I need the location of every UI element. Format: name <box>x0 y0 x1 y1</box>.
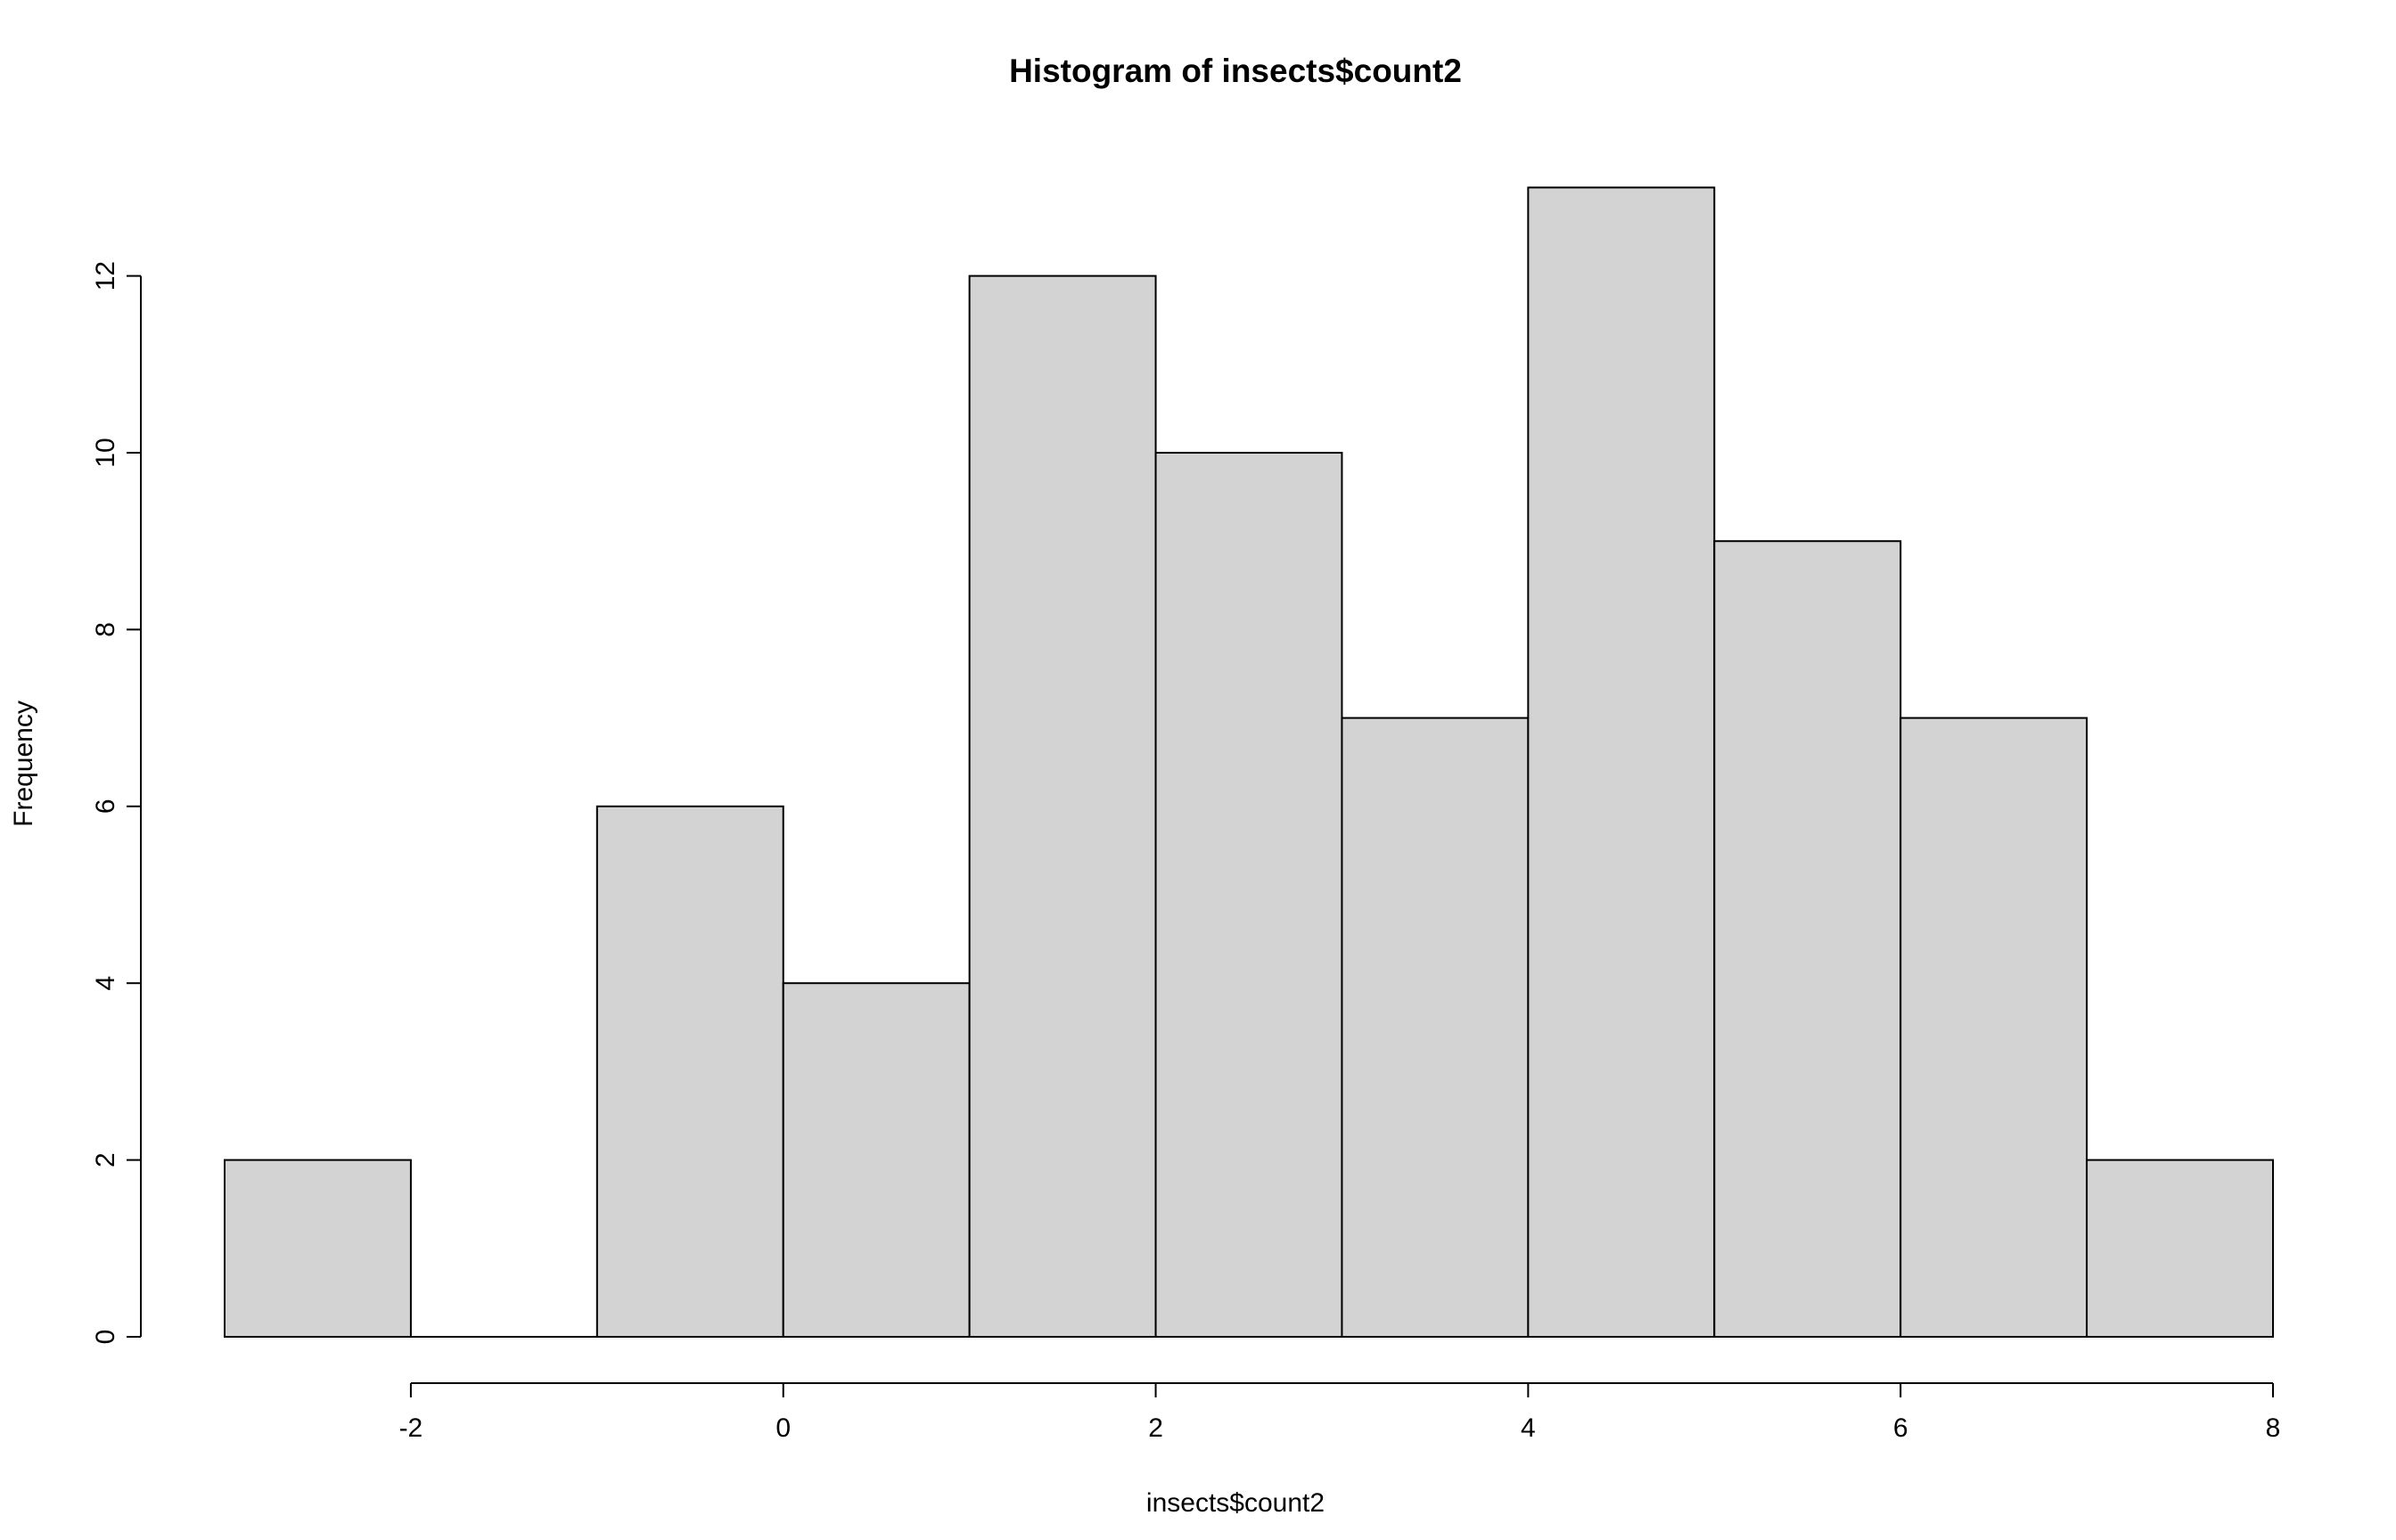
y-tick-label: 6 <box>91 799 120 814</box>
x-axis: -2 0 2 4 6 8 <box>399 1382 2281 1443</box>
x-tick-label: 2 <box>1148 1413 1163 1443</box>
histogram-bar <box>1154 452 1343 1338</box>
y-tick-label: 8 <box>91 622 120 637</box>
histogram-bar <box>1713 540 1902 1338</box>
histogram-bar <box>224 1159 412 1338</box>
histogram-bar <box>968 274 1157 1339</box>
x-tick-label: -2 <box>399 1413 423 1443</box>
histogram-bar <box>1527 186 1716 1338</box>
histogram-bar <box>2086 1159 2274 1338</box>
histogram-bar <box>782 982 971 1338</box>
histogram-bar <box>1900 717 2088 1338</box>
y-tick-label: 10 <box>91 438 120 467</box>
histogram-bar <box>1341 717 1530 1338</box>
y-tick-label: 2 <box>91 1152 120 1167</box>
x-tick-label: 8 <box>2266 1413 2281 1443</box>
bars-group <box>224 186 2274 1339</box>
chart-title: Histogram of insects$count2 <box>1009 53 1462 89</box>
y-tick-label: 12 <box>91 261 120 291</box>
x-tick-label: 0 <box>775 1413 791 1443</box>
x-tick-label: 6 <box>1893 1413 1908 1443</box>
x-axis-label: insects$count2 <box>1146 1488 1325 1518</box>
histogram-bar <box>595 805 784 1338</box>
y-tick-label: 0 <box>91 1330 120 1345</box>
y-tick-label: 4 <box>91 976 120 991</box>
y-axis: 0 2 4 6 8 10 12 <box>91 261 142 1345</box>
y-axis-label: Frequency <box>9 700 38 827</box>
x-tick-label: 4 <box>1521 1413 1536 1443</box>
